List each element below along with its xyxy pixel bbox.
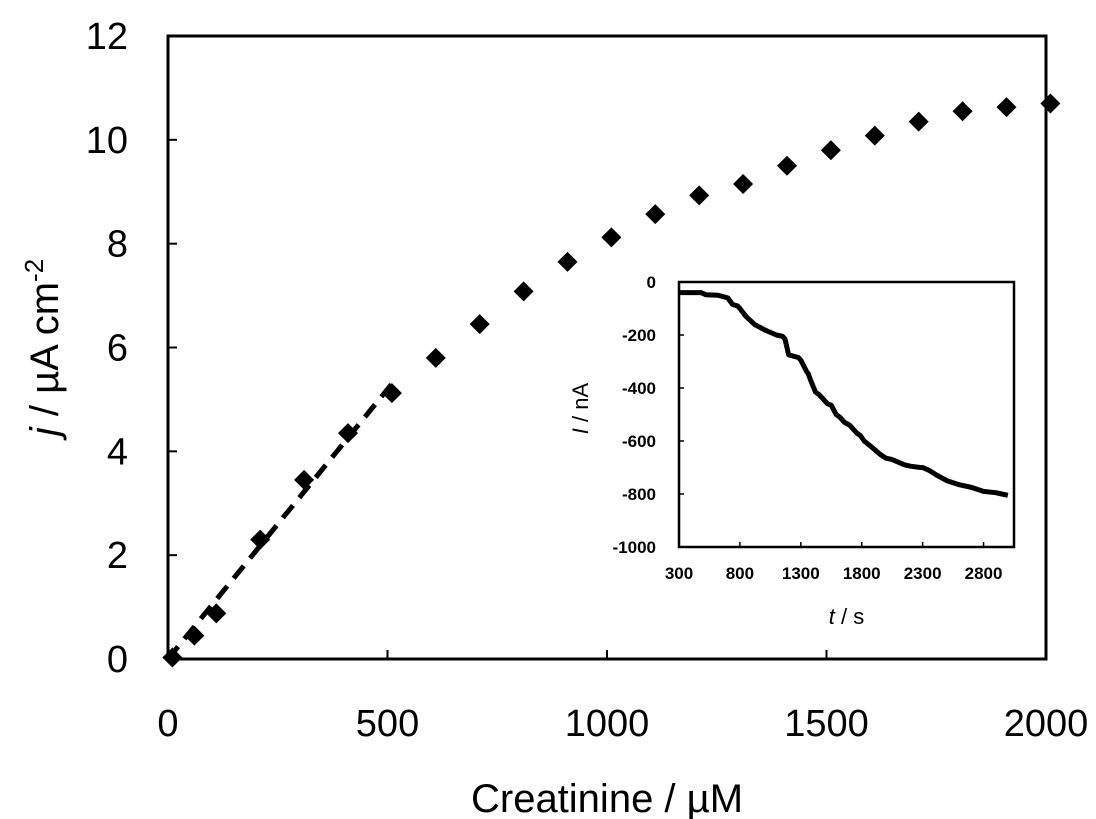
main-data-point bbox=[337, 423, 358, 444]
main-data-point bbox=[645, 204, 666, 225]
inset-x-axis-label-unit: / s bbox=[835, 604, 864, 629]
main-y-tick-label: 8 bbox=[107, 224, 128, 266]
main-data-point bbox=[184, 625, 205, 646]
inset-plot-frame bbox=[677, 280, 1016, 549]
main-data-point bbox=[469, 314, 490, 335]
main-data-point bbox=[557, 251, 578, 272]
main-y-axis-label-unit: / µA cm bbox=[23, 282, 67, 427]
main-data-point bbox=[864, 125, 885, 146]
main-x-tick-label: 500 bbox=[356, 703, 419, 745]
inset-y-tick-label: 0 bbox=[647, 273, 656, 292]
inset-x-tick-label: 800 bbox=[726, 564, 754, 583]
inset-x-axis-label: t / s bbox=[829, 604, 864, 629]
main-y-axis-label-symbol: j bbox=[23, 426, 67, 441]
inset-ticks: 300 800 1300 1800 2300 2800 0 -200 -400 -600 -800 -… bbox=[613, 273, 1003, 583]
main-data-point bbox=[776, 155, 797, 176]
inset-y-tick-label: -200 bbox=[622, 326, 656, 345]
main-x-tick-label: 2000 bbox=[1004, 703, 1089, 745]
main-y-tick-label: 2 bbox=[107, 535, 128, 577]
main-x-tick-label: 1500 bbox=[784, 703, 869, 745]
inset-y-tick-label: -1000 bbox=[613, 538, 656, 557]
main-fit-dashed-line bbox=[166, 382, 394, 661]
main-ticks: 0 500 1000 1500 2000 0 2 4 6 8 10 12 bbox=[86, 16, 1089, 745]
inset-y-axis-label: I / nA bbox=[568, 382, 593, 434]
inset-x-axis-label-symbol: t bbox=[829, 604, 836, 629]
inset-x-tick-label: 2300 bbox=[904, 564, 942, 583]
inset-line bbox=[679, 290, 1009, 498]
main-fit-line bbox=[166, 382, 394, 661]
main-data-point bbox=[733, 173, 754, 194]
inset-x-tick-label: 2800 bbox=[965, 564, 1003, 583]
main-data-point bbox=[820, 140, 841, 161]
main-y-tick-label: 6 bbox=[107, 328, 128, 370]
main-y-axis-label-exponent: -2 bbox=[19, 259, 49, 282]
main-data-point bbox=[689, 185, 710, 206]
main-y-tick-label: 10 bbox=[86, 120, 128, 162]
inset-y-axis-label-unit: / nA bbox=[568, 382, 593, 428]
inset-series-line bbox=[679, 290, 1009, 498]
inset-y-tick-label: -600 bbox=[622, 432, 656, 451]
main-data-point bbox=[952, 101, 973, 122]
inset-y-axis-label-symbol: I bbox=[568, 428, 593, 434]
main-x-axis-label: Creatinine / µM bbox=[471, 777, 743, 819]
inset-x-tick-label: 1300 bbox=[782, 564, 820, 583]
main-y-tick-label: 0 bbox=[107, 639, 128, 681]
main-data-point bbox=[425, 347, 446, 368]
main-data-point bbox=[162, 647, 183, 668]
main-x-tick-label: 0 bbox=[157, 703, 178, 745]
main-y-tick-label: 12 bbox=[86, 16, 128, 58]
main-data-point bbox=[381, 383, 402, 404]
main-y-tick-label: 4 bbox=[107, 431, 128, 473]
main-data-point bbox=[908, 111, 929, 132]
main-data-point bbox=[1040, 93, 1061, 114]
inset-x-tick-label: 1800 bbox=[843, 564, 881, 583]
main-data-point bbox=[601, 227, 622, 248]
main-data-point bbox=[294, 469, 315, 490]
main-data-point bbox=[206, 603, 227, 624]
main-data-point bbox=[513, 281, 534, 302]
main-data-point bbox=[250, 529, 271, 550]
main-x-tick-label: 1000 bbox=[565, 703, 650, 745]
main-data-point bbox=[996, 97, 1017, 118]
main-y-axis-label: j / µA cm-2 bbox=[19, 259, 67, 441]
inset-y-tick-label: -800 bbox=[622, 485, 656, 504]
inset-x-tick-label: 300 bbox=[665, 564, 693, 583]
inset-y-tick-label: -400 bbox=[622, 379, 656, 398]
main-points bbox=[162, 93, 1061, 668]
